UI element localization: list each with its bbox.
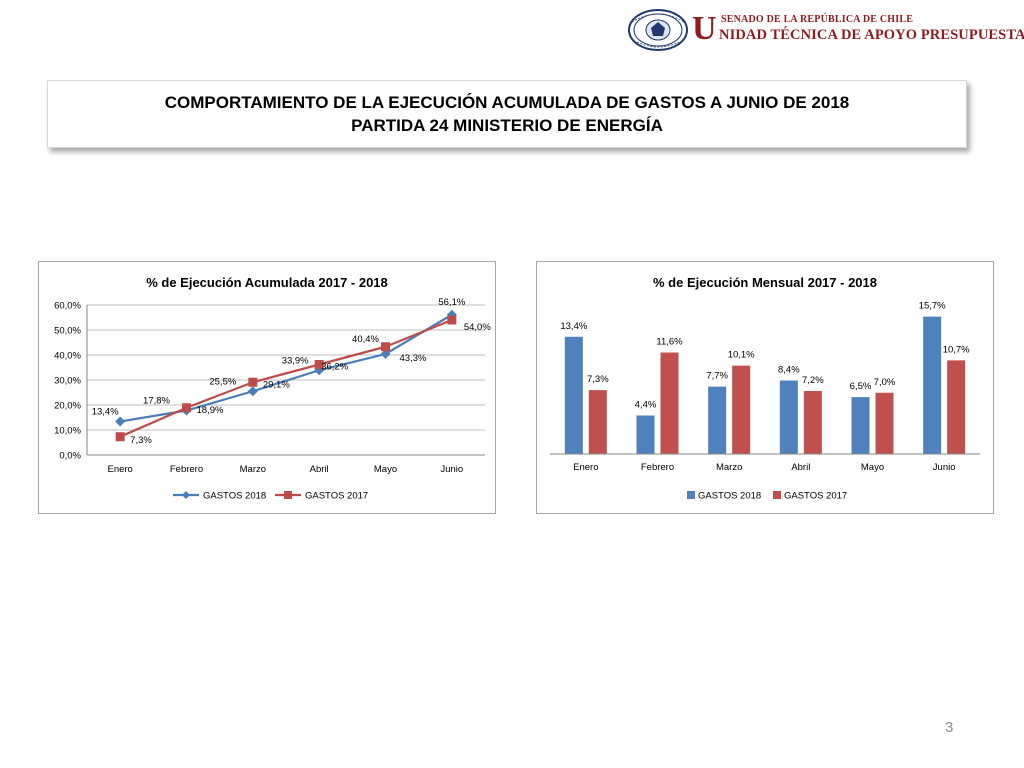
bar-gastos-2017 [588,390,607,454]
data-label-gastos-2017: 36,2% [321,362,348,373]
data-label-gastos-2018: 13,4% [560,321,587,332]
chart-title: % de Ejecución Mensual 2017 - 2018 [653,275,877,290]
data-point-gastos-2018 [247,386,258,397]
bar-gastos-2018 [564,336,583,454]
y-tick-label: 60,0% [54,301,81,312]
bar-gastos-2018 [636,415,655,454]
data-label-gastos-2017: 7,3% [587,374,609,385]
data-label-gastos-2018: 17,8% [143,396,170,407]
page-subtitle: PARTIDA 24 MINISTERIO DE ENERGÍA [351,116,663,135]
bar-gastos-2018 [779,380,798,454]
y-tick-label: 10,0% [54,426,81,437]
line-chart-svg: % de Ejecución Acumulada 2017 - 2018 0,0%… [54,275,491,502]
legend-swatch-gastos-2017 [773,491,781,499]
accumulated-execution-chart: % de Ejecución Acumulada 2017 - 2018 0,0%… [38,261,496,514]
data-point-gastos-2017 [381,342,390,352]
data-point-gastos-2017 [115,432,125,442]
data-label-gastos-2017: 11,6% [656,337,683,348]
data-label-gastos-2018: 15,7% [919,301,946,312]
data-point-gastos-2017 [182,403,191,413]
data-point-gastos-2017 [314,360,324,369]
y-tick-label: 40,0% [54,351,81,362]
logo-bottom-text: NIDAD TÉCNICA DE APOYO PRESUPUESTARIO [719,27,1024,43]
data-label-gastos-2018: 8,4% [778,365,800,376]
data-label-gastos-2017: 29,1% [263,379,290,390]
legend-marker-gastos-2018 [182,491,190,499]
title-banner: COMPORTAMIENTO DE LA EJECUCIÓN ACUMULADA… [47,80,967,148]
bar-gastos-2017 [732,365,751,454]
monthly-execution-chart: % de Ejecución Mensual 2017 - 2018 13,4% 7… [536,261,994,514]
x-tick-label: Mayo [861,462,884,473]
data-label-gastos-2018: 33,9% [282,355,309,366]
data-label-gastos-2018: 40,4% [352,334,379,345]
y-tick-label: 0,0% [59,451,81,462]
bar-gastos-2017 [875,392,894,454]
bar-gastos-2018 [923,316,942,454]
x-tick-label: Junio [440,464,463,475]
data-label-gastos-2017: 10,7% [943,344,970,355]
bar-gastos-2017 [803,391,822,454]
x-tick-label: Enero [107,464,132,475]
data-point-gastos-2017 [447,315,457,325]
data-label-gastos-2017: 7,2% [802,375,824,386]
data-label-gastos-2018: 6,5% [850,381,872,392]
logo-initial: U [692,10,717,47]
legend-label-gastos-2018: GASTOS 2018 [698,491,761,502]
x-tick-label: Abril [310,464,329,475]
legend-marker-gastos-2017 [284,491,292,499]
legend-label-gastos-2018: GASTOS 2018 [203,491,266,502]
bar-chart-svg: % de Ejecución Mensual 2017 - 2018 13,4% 7… [550,275,980,502]
bar-gastos-2018 [851,397,870,454]
bar-gastos-2017 [947,360,966,454]
data-point-gastos-2017 [248,377,258,387]
bar-gastos-2017 [660,352,679,454]
data-label-gastos-2018: 25,5% [209,376,236,387]
page-number: 3 [945,719,954,736]
x-tick-label: Enero [573,462,598,473]
data-point-gastos-2018 [115,416,126,427]
data-label-gastos-2018: 56,1% [438,297,465,308]
x-tick-label: Marzo [716,462,742,473]
x-tick-label: Febrero [170,464,203,475]
legend-label-gastos-2017: GASTOS 2017 [784,491,847,502]
y-tick-label: 50,0% [54,326,81,337]
data-label-gastos-2017: 18,9% [197,405,224,416]
chart-title: % de Ejecución Acumulada 2017 - 2018 [146,275,388,290]
data-label-gastos-2018: 13,4% [92,407,119,418]
legend-swatch-gastos-2018 [687,491,695,499]
data-label-gastos-2017: 7,0% [874,377,896,388]
y-tick-label: 30,0% [54,376,81,387]
page-title: COMPORTAMIENTO DE LA EJECUCIÓN ACUMULADA… [164,93,850,112]
x-tick-label: Junio [933,462,956,473]
series-line-gastos-2017 [119,318,453,438]
data-label-gastos-2017: 7,3% [130,435,152,446]
data-label-gastos-2018: 7,7% [706,371,728,382]
logo-top-text: SENADO DE LA REPÚBLICA DE CHILE [721,14,914,25]
data-point-gastos-2018 [380,349,391,359]
x-tick-label: Febrero [641,462,674,473]
senado-seal-logo [628,9,688,51]
x-tick-label: Abril [791,462,810,473]
data-label-gastos-2017: 54,0% [464,322,491,333]
bar-gastos-2018 [708,386,727,454]
y-tick-label: 20,0% [54,401,81,412]
x-tick-label: Mayo [374,464,397,475]
x-tick-label: Marzo [240,464,266,475]
data-label-gastos-2018: 4,4% [635,400,657,411]
legend-label-gastos-2017: GASTOS 2017 [305,491,368,502]
data-label-gastos-2017: 10,1% [728,350,755,361]
data-label-gastos-2017: 43,3% [400,353,427,364]
